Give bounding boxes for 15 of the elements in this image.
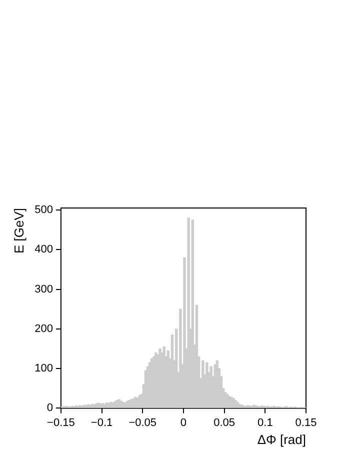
y-tick-label: 400 (34, 244, 53, 256)
x-tick-label: 0.1 (258, 416, 273, 429)
x-tick-label: 0 (180, 416, 187, 429)
x-tick-label: −0.1 (90, 416, 113, 429)
y-tick-label: 100 (34, 362, 53, 375)
y-axis-title: E [GeV] (11, 208, 26, 254)
y-tick-label: 0 (46, 402, 53, 414)
x-tick-label: 0.15 (295, 416, 317, 429)
x-tick-label: −0.05 (128, 416, 157, 429)
x-axis-title: ΔΦ [rad] (257, 432, 306, 447)
x-tick-label: 0.05 (214, 416, 236, 429)
x-tick-label: −0.15 (47, 416, 75, 429)
y-tick-label: 200 (34, 322, 53, 335)
y-tick-label: 300 (34, 283, 53, 296)
y-tick-label: 500 (34, 204, 53, 216)
